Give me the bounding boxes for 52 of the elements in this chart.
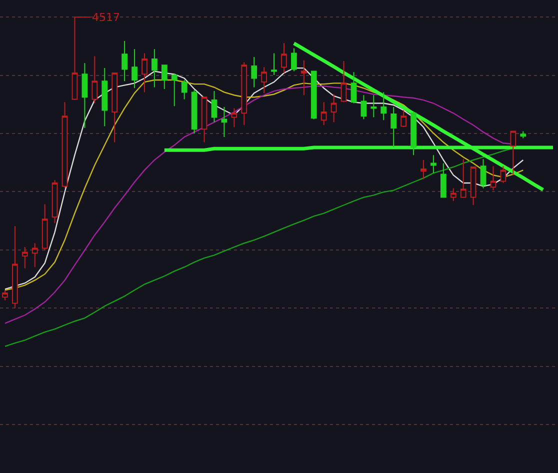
candlestick bbox=[161, 64, 168, 90]
candlestick bbox=[291, 48, 297, 72]
candlestick bbox=[271, 52, 277, 76]
candlestick bbox=[520, 130, 526, 139]
candlestick bbox=[52, 180, 58, 224]
candlestick bbox=[32, 242, 38, 268]
candlestick bbox=[181, 79, 188, 100]
candlestick bbox=[231, 108, 238, 128]
candlestick bbox=[400, 110, 406, 128]
candlestick bbox=[330, 94, 337, 123]
candlestick bbox=[480, 158, 486, 189]
candlestick bbox=[62, 102, 68, 189]
candlestick bbox=[122, 40, 128, 82]
candlestick bbox=[82, 62, 88, 128]
candlestick bbox=[420, 160, 426, 180]
candlestick bbox=[300, 60, 307, 96]
candlestick bbox=[171, 74, 178, 107]
candlestick bbox=[470, 166, 476, 206]
candlestick bbox=[460, 158, 466, 198]
candlestick bbox=[152, 48, 158, 88]
candlestick bbox=[201, 96, 208, 143]
candlestick bbox=[370, 94, 377, 118]
candlestick bbox=[112, 72, 118, 143]
candlestick bbox=[310, 70, 317, 120]
candlestick bbox=[102, 68, 108, 127]
candlestick bbox=[380, 92, 387, 121]
candlestick bbox=[261, 66, 267, 94]
candlestick bbox=[440, 162, 446, 198]
candlestick bbox=[142, 52, 148, 93]
candlestick bbox=[12, 226, 18, 309]
candlestick bbox=[92, 56, 98, 104]
candlestick bbox=[500, 166, 506, 184]
candlestick bbox=[360, 94, 367, 120]
candlestick bbox=[42, 204, 48, 251]
candlestick bbox=[490, 166, 496, 191]
candlestick bbox=[340, 60, 347, 103]
candlestick bbox=[510, 130, 516, 176]
candlestick bbox=[410, 111, 416, 156]
candlestick bbox=[450, 188, 456, 202]
candlestick bbox=[390, 106, 397, 148]
candlestick bbox=[211, 90, 218, 123]
candlestick bbox=[430, 154, 436, 174]
candlestick bbox=[241, 62, 248, 126]
candlestick bbox=[320, 102, 327, 126]
candlestick bbox=[281, 42, 287, 74]
candlestick bbox=[132, 48, 138, 89]
annotation: 4517 bbox=[92, 11, 120, 24]
candlestick bbox=[221, 106, 228, 138]
candlestick bbox=[191, 90, 198, 134]
candlestick bbox=[22, 246, 28, 269]
candlestick bbox=[350, 72, 357, 104]
candlestick bbox=[251, 56, 258, 88]
